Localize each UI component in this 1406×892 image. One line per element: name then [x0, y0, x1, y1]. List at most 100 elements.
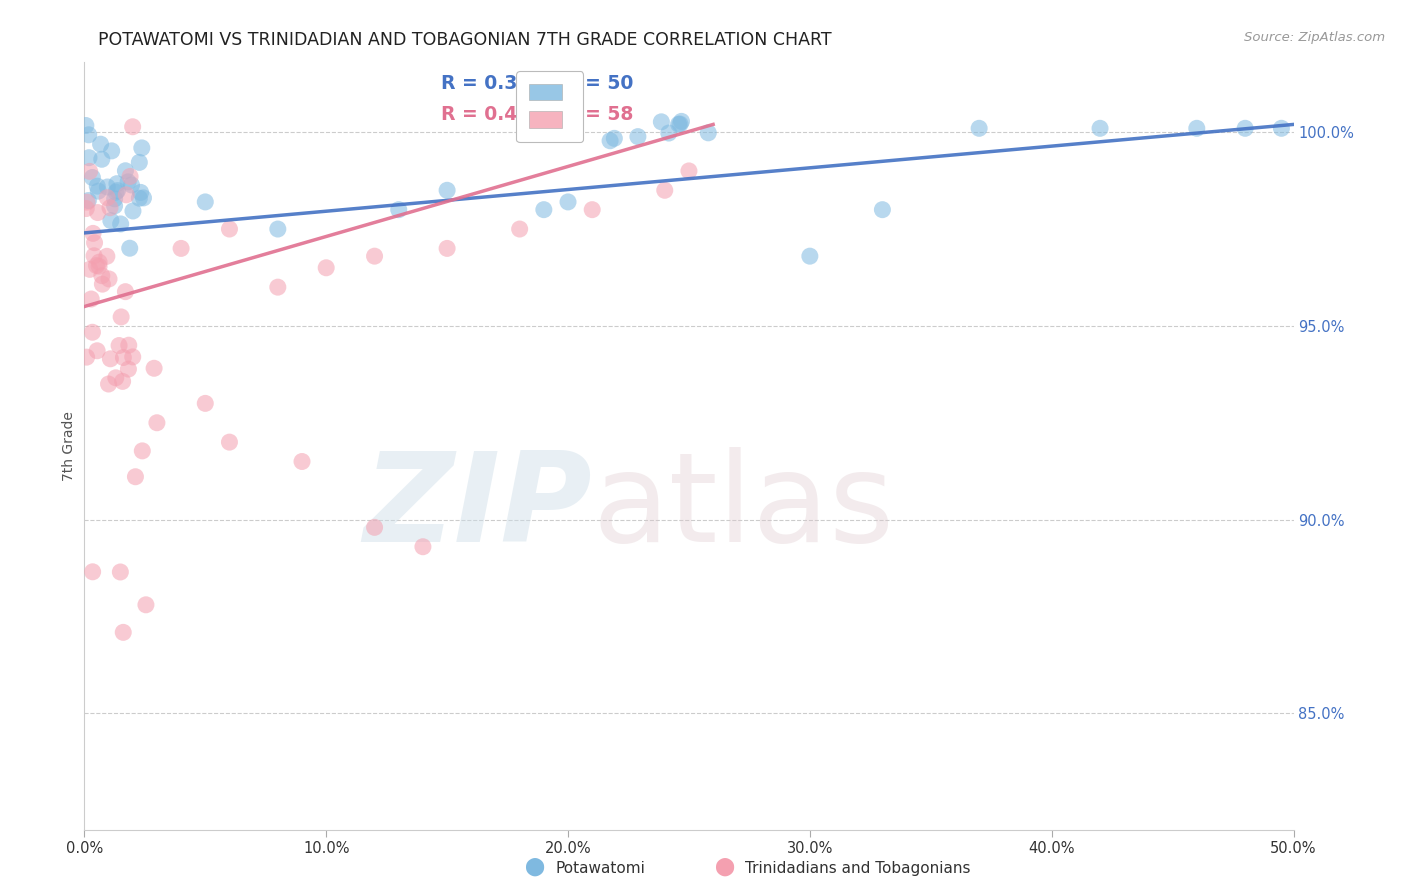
Point: [79, 262, 101, 277]
Point: [77, 128, 100, 142]
Point: [96, 249, 118, 263]
Legend: , : ,: [516, 71, 583, 143]
Point: [267, 222, 290, 236]
Text: R = 0.449   N = 58: R = 0.449 N = 58: [441, 104, 634, 124]
Point: [267, 280, 290, 294]
Point: [89, 255, 111, 269]
Point: [599, 134, 621, 148]
Point: [100, 213, 122, 227]
Point: [87, 184, 110, 198]
Point: [132, 191, 155, 205]
Point: [110, 565, 132, 579]
Point: [105, 185, 128, 199]
Point: [87, 259, 110, 273]
Point: [388, 202, 411, 217]
Point: [509, 222, 531, 236]
Point: [105, 177, 128, 191]
Point: [668, 117, 690, 131]
Text: Trinidadians and Tobagonians: Trinidadians and Tobagonians: [745, 861, 970, 876]
Point: [104, 371, 127, 385]
Point: [90, 268, 112, 283]
Point: [75, 202, 97, 216]
Point: [118, 241, 141, 255]
Point: [533, 202, 555, 217]
Point: [671, 114, 693, 128]
Point: [650, 115, 672, 129]
Text: POTAWATOMI VS TRINIDADIAN AND TOBAGONIAN 7TH GRADE CORRELATION CHART: POTAWATOMI VS TRINIDADIAN AND TOBAGONIAN…: [98, 31, 832, 49]
Point: [118, 338, 141, 352]
Point: [98, 272, 121, 286]
Point: [98, 201, 121, 215]
Point: [108, 338, 131, 352]
Point: [131, 443, 153, 458]
Point: [82, 565, 104, 579]
Point: [363, 249, 385, 263]
Point: [412, 540, 434, 554]
Text: Source: ZipAtlas.com: Source: ZipAtlas.com: [1244, 31, 1385, 45]
Point: [86, 179, 108, 194]
Point: [112, 351, 135, 365]
Point: [104, 192, 127, 206]
Point: [146, 416, 169, 430]
Point: [97, 377, 120, 392]
Point: [121, 120, 143, 134]
Point: [603, 131, 626, 145]
Point: [291, 454, 314, 468]
Point: [697, 126, 720, 140]
Point: [103, 199, 125, 213]
Point: [669, 117, 692, 131]
Y-axis label: 7th Grade: 7th Grade: [62, 411, 76, 481]
Point: [77, 194, 100, 208]
Point: [194, 396, 217, 410]
Text: ⬤: ⬤: [714, 857, 734, 876]
Point: [82, 227, 104, 241]
Point: [90, 153, 112, 167]
Point: [100, 144, 122, 158]
Point: [121, 178, 143, 192]
Point: [1270, 121, 1292, 136]
Point: [967, 121, 990, 136]
Point: [557, 194, 579, 209]
Point: [80, 292, 103, 306]
Point: [658, 126, 681, 140]
Point: [86, 259, 108, 273]
Point: [83, 249, 105, 263]
Point: [128, 155, 150, 169]
Point: [678, 164, 700, 178]
Point: [82, 170, 104, 185]
Point: [135, 598, 157, 612]
Text: Potawatomi: Potawatomi: [555, 861, 645, 876]
Point: [218, 435, 240, 450]
Point: [79, 164, 101, 178]
Point: [114, 163, 136, 178]
Point: [82, 325, 104, 339]
Point: [90, 137, 112, 152]
Point: [121, 350, 143, 364]
Point: [117, 362, 139, 376]
Text: ⬤: ⬤: [524, 857, 544, 876]
Point: [143, 361, 166, 376]
Text: R = 0.376   N = 50: R = 0.376 N = 50: [441, 74, 634, 93]
Point: [111, 375, 134, 389]
Point: [96, 180, 118, 194]
Point: [86, 343, 108, 358]
Point: [315, 260, 337, 275]
Point: [872, 202, 894, 217]
Point: [122, 204, 145, 219]
Point: [112, 625, 135, 640]
Point: [218, 222, 240, 236]
Point: [100, 351, 122, 366]
Point: [627, 129, 650, 144]
Point: [114, 285, 136, 299]
Point: [654, 183, 676, 197]
Point: [115, 187, 138, 202]
Point: [120, 169, 142, 184]
Point: [799, 249, 821, 263]
Point: [436, 183, 458, 197]
Point: [77, 151, 100, 165]
Point: [91, 277, 114, 292]
Point: [117, 175, 139, 189]
Point: [76, 350, 98, 364]
Point: [129, 186, 152, 200]
Point: [1088, 121, 1111, 136]
